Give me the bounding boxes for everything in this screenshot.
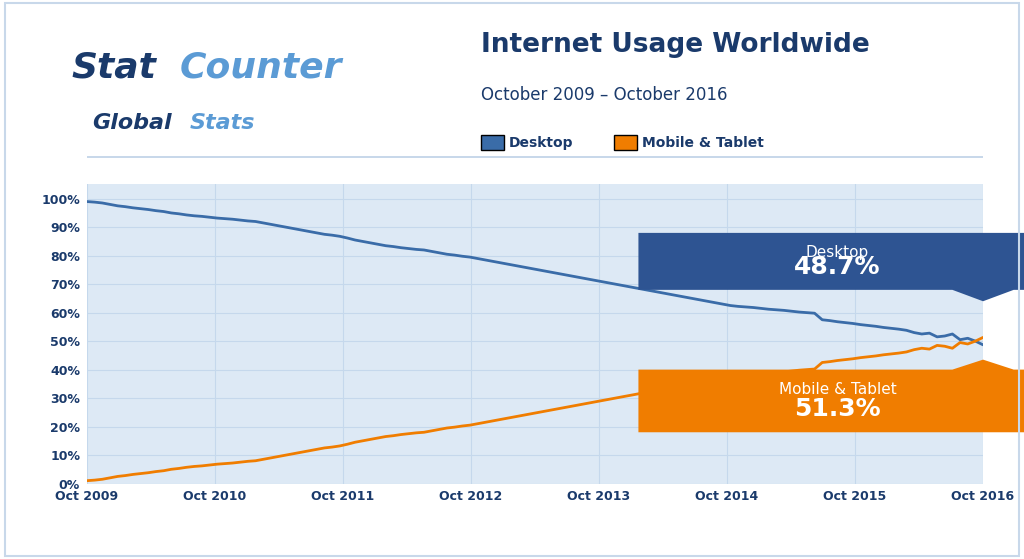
- Polygon shape: [638, 359, 1024, 432]
- Text: Mobile & Tablet: Mobile & Tablet: [778, 382, 896, 397]
- Text: Counter: Counter: [179, 50, 342, 84]
- Text: Mobile & Tablet: Mobile & Tablet: [642, 135, 764, 150]
- Text: Stats: Stats: [189, 113, 255, 133]
- Text: Internet Usage Worldwide: Internet Usage Worldwide: [481, 32, 870, 58]
- Text: 48.7%: 48.7%: [795, 255, 881, 279]
- Polygon shape: [638, 233, 1024, 301]
- Text: Desktop: Desktop: [509, 135, 573, 150]
- Text: 51.3%: 51.3%: [795, 397, 881, 421]
- Text: Global: Global: [92, 113, 172, 133]
- Text: Stat: Stat: [72, 50, 157, 84]
- Text: Desktop: Desktop: [806, 245, 869, 260]
- Text: October 2009 – October 2016: October 2009 – October 2016: [481, 86, 728, 104]
